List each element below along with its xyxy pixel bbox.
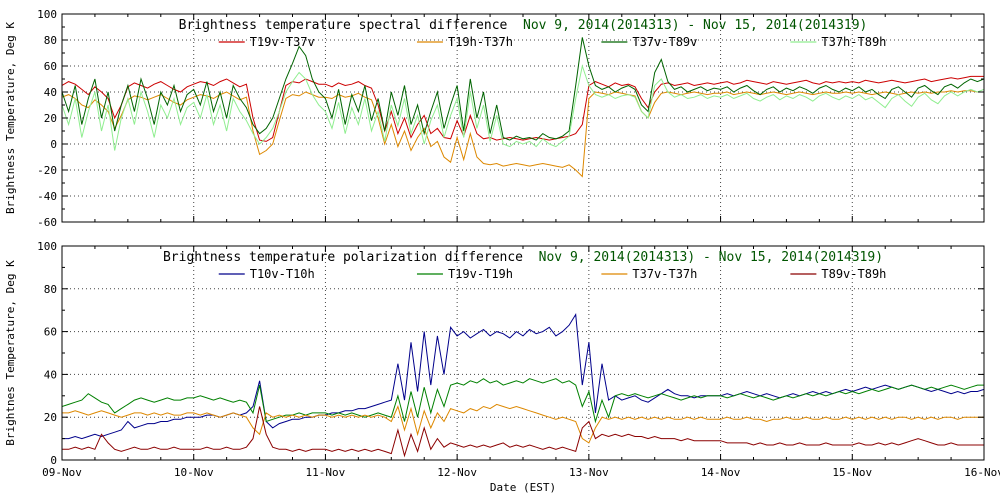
y-axis-title: Brightnes Temperature, Deg K [4,260,17,446]
series-line-T37v-T37h [62,403,984,444]
y-tick-label: 60 [44,60,57,73]
y-tick-label: 80 [44,34,57,47]
chart-polarization-difference: 0 20 40 60 80 100 09-Nov 10-Nov 11-Nov 12-Nov 13-N… [4,240,1000,494]
series-line-T19v-T19h [62,378,984,424]
series-line-T89v-T89h [62,406,984,458]
series-line-T10v-T10h [62,312,984,440]
series-line-T19h-T37h [62,90,984,178]
y-tick-label: 80 [44,283,57,296]
legend-label-T37h-T89h: T37h-T89h [821,35,886,49]
y-tick-label: -20 [37,164,57,177]
y-tick-label: 100 [37,240,57,253]
legend-label-T37v-T37h: T37v-T37h [632,267,697,281]
y-axis-title: Brightness Temperature, Deg K [4,22,17,214]
chart-title: Brightness temperature spectral differen… [179,18,868,33]
chart-title: Brightness temperature polarization diff… [163,250,883,265]
y-tick-label: 60 [44,326,57,339]
legend-label-T10v-T10h: T10v-T10h [250,267,315,281]
series-line-T37h-T89h [62,64,984,151]
chart-spectral-difference: -60 -40 -20 0 20 40 60 80 100 Brightness Temperat… [4,8,985,229]
legend-label-T19v-T37v: T19v-T37v [250,35,315,49]
legend-label-T37v-T89v: T37v-T89v [632,35,697,49]
x-tick-label: 10-Nov [174,466,214,479]
x-tick-label: 11-Nov [306,466,346,479]
y-tick-label: 40 [44,368,57,381]
x-axis-title: Date (EST) [490,481,556,494]
y-tick-label: 0 [50,454,57,467]
y-tick-label: 40 [44,86,57,99]
legend-label-T19v-T19h: T19v-T19h [448,267,513,281]
legend-label-T19h-T37h: T19h-T37h [448,35,513,49]
series-line-T19v-T37v [62,75,984,142]
x-tick-label: 15-Nov [832,466,872,479]
y-tick-label: 100 [37,8,57,21]
legend-label-T89v-T89h: T89v-T89h [821,267,886,281]
y-tick-label: -60 [37,216,57,229]
x-tick-label: 13-Nov [569,466,609,479]
y-tick-label: 20 [44,411,57,424]
y-tick-label: 0 [50,138,57,151]
x-tick-label: 16-Nov [964,466,1000,479]
y-tick-label: 20 [44,112,57,125]
y-tick-label: -40 [37,190,57,203]
x-tick-label: 09-Nov [42,466,82,479]
series-line-T37v-T89v [62,37,984,141]
x-tick-label: 14-Nov [701,466,741,479]
x-tick-label: 12-Nov [437,466,477,479]
